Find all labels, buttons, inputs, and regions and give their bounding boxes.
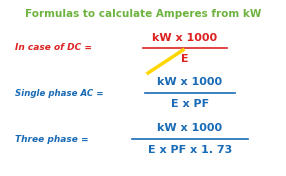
Text: kW x 1000: kW x 1000 bbox=[152, 33, 218, 43]
Text: kW x 1000: kW x 1000 bbox=[157, 123, 223, 133]
Text: Single phase AC =: Single phase AC = bbox=[15, 89, 104, 98]
Text: E: E bbox=[181, 54, 189, 64]
Text: kW x 1000: kW x 1000 bbox=[157, 77, 223, 87]
Text: Three phase =: Three phase = bbox=[15, 134, 88, 143]
Text: E x PF: E x PF bbox=[171, 99, 209, 109]
Text: In case of DC =: In case of DC = bbox=[15, 43, 92, 52]
Text: Formulas to calculate Amperes from kW: Formulas to calculate Amperes from kW bbox=[25, 9, 261, 19]
Text: E x PF x 1. 73: E x PF x 1. 73 bbox=[148, 145, 232, 155]
